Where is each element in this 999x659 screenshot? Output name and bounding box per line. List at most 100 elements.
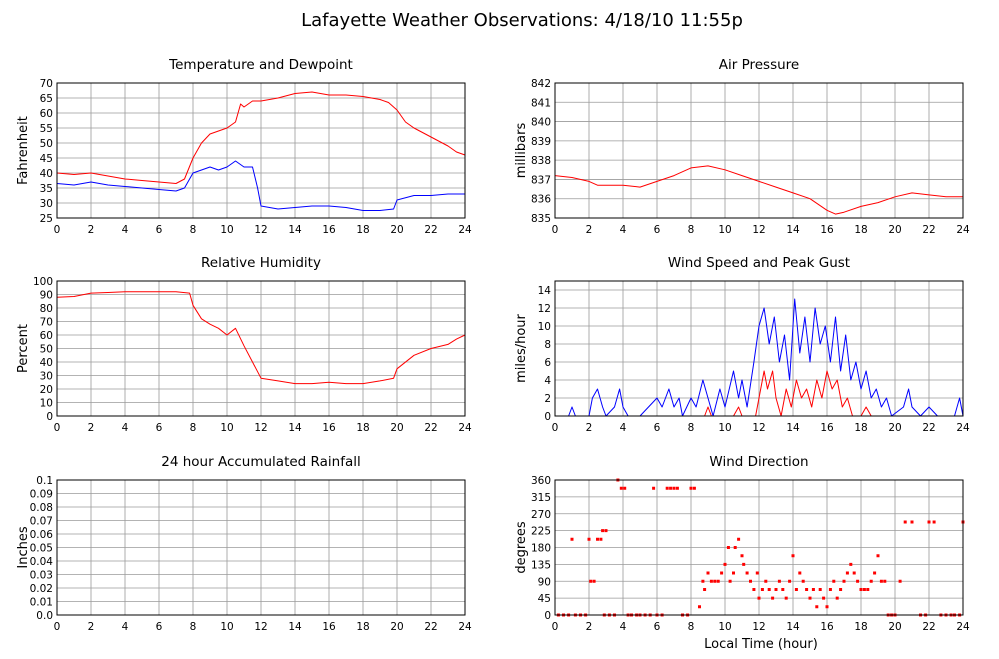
y-tick-label: 4 bbox=[544, 375, 551, 387]
x-tick-label: 0 bbox=[54, 224, 61, 236]
y-tick-label: 837 bbox=[531, 174, 551, 186]
x-tick-label: 24 bbox=[458, 224, 472, 236]
scatter-point bbox=[733, 546, 737, 549]
scatter-point bbox=[842, 579, 846, 583]
x-tick-label: 4 bbox=[620, 224, 627, 236]
x-tick-label: 0 bbox=[54, 621, 61, 633]
scatter-point bbox=[728, 579, 732, 583]
y-axis-label: miles/hour bbox=[514, 313, 529, 382]
x-tick-label: 22 bbox=[424, 422, 437, 434]
scatter-point bbox=[801, 579, 805, 583]
scatter-point bbox=[706, 571, 710, 575]
scatter-point bbox=[781, 588, 785, 591]
scatter-point bbox=[716, 579, 720, 583]
x-tick-label: 16 bbox=[820, 621, 834, 633]
y-axis-label: degrees bbox=[514, 521, 529, 574]
series-line-1 bbox=[56, 160, 465, 211]
x-tick-label: 10 bbox=[718, 422, 731, 434]
series-line-1 bbox=[555, 370, 963, 417]
y-tick-label: 0 bbox=[544, 610, 551, 622]
scatter-point bbox=[720, 571, 724, 575]
x-tick-label: 8 bbox=[190, 422, 197, 434]
x-tick-label: 6 bbox=[654, 621, 661, 633]
x-tick-label: 12 bbox=[254, 621, 267, 633]
series-line-0 bbox=[554, 165, 963, 215]
x-tick-label: 24 bbox=[956, 422, 970, 434]
x-tick-label: 8 bbox=[688, 422, 695, 434]
x-tick-label: 8 bbox=[688, 621, 695, 633]
y-axis-label: Percent bbox=[16, 324, 31, 373]
scatter-point bbox=[835, 596, 839, 600]
scatter-point bbox=[740, 554, 744, 558]
x-tick-label: 10 bbox=[718, 224, 731, 236]
scatter-point bbox=[764, 579, 768, 583]
scatter-point bbox=[788, 579, 792, 583]
x-tick-label: 4 bbox=[620, 621, 627, 633]
scatter-point bbox=[849, 562, 853, 566]
x-tick-label: 16 bbox=[820, 422, 834, 434]
x-tick-label: 22 bbox=[922, 422, 935, 434]
scatter-point bbox=[587, 537, 591, 541]
scatter-point bbox=[879, 579, 883, 583]
scatter-point bbox=[732, 571, 735, 575]
scatter-point bbox=[866, 588, 870, 591]
scatter-point bbox=[599, 537, 603, 541]
y-axis-label: Fahrenheit bbox=[16, 116, 31, 185]
scatter-point bbox=[726, 546, 730, 549]
y-tick-label: 12 bbox=[538, 303, 551, 315]
y-tick-label: 835 bbox=[531, 213, 551, 225]
y-tick-label: 180 bbox=[531, 543, 551, 555]
y-tick-label: 8 bbox=[544, 339, 551, 351]
scatter-point bbox=[675, 486, 679, 490]
page-title: Lafayette Weather Observations: 4/18/10 … bbox=[301, 10, 743, 31]
scatter-point bbox=[589, 579, 593, 583]
y-tick-label: 0.0 bbox=[36, 610, 53, 622]
y-tick-label: 65 bbox=[40, 93, 53, 105]
scatter-point bbox=[862, 588, 866, 591]
x-tick-label: 6 bbox=[156, 422, 163, 434]
scatter-point bbox=[623, 486, 627, 490]
y-tick-label: 360 bbox=[531, 475, 551, 487]
x-tick-label: 22 bbox=[424, 621, 437, 633]
y-tick-label: 14 bbox=[538, 285, 552, 297]
y-tick-label: 40 bbox=[40, 168, 53, 180]
scatter-point bbox=[672, 486, 676, 490]
x-tick-label: 6 bbox=[654, 422, 661, 434]
scatter-point bbox=[798, 571, 802, 575]
y-tick-label: 270 bbox=[531, 509, 551, 521]
scatter-point bbox=[713, 579, 717, 583]
scatter-point bbox=[811, 588, 815, 591]
y-tick-label: 60 bbox=[40, 108, 53, 120]
scatter-point bbox=[723, 562, 727, 566]
x-axis-label: Local Time (hour) bbox=[704, 637, 818, 652]
scatter-point bbox=[794, 588, 798, 591]
scatter-point bbox=[883, 579, 887, 583]
scatter-point bbox=[742, 562, 746, 566]
x-tick-label: 14 bbox=[786, 224, 800, 236]
x-tick-label: 6 bbox=[156, 621, 163, 633]
y-tick-label: 0.05 bbox=[30, 543, 53, 555]
scatter-point bbox=[755, 571, 759, 575]
scatter-point bbox=[619, 486, 623, 490]
x-tick-label: 6 bbox=[654, 224, 661, 236]
scatter-point bbox=[665, 486, 669, 490]
y-tick-label: 842 bbox=[531, 78, 551, 90]
x-tick-label: 14 bbox=[288, 422, 302, 434]
y-tick-label: 0.1 bbox=[36, 475, 53, 487]
y-tick-label: 840 bbox=[531, 117, 551, 129]
x-tick-label: 18 bbox=[854, 422, 867, 434]
x-tick-label: 18 bbox=[854, 621, 867, 633]
x-tick-label: 0 bbox=[552, 422, 559, 434]
y-tick-label: 836 bbox=[531, 194, 551, 206]
series-line-0 bbox=[555, 298, 964, 417]
x-tick-label: 18 bbox=[356, 224, 369, 236]
x-tick-label: 18 bbox=[854, 224, 867, 236]
scatter-point bbox=[698, 605, 701, 609]
y-tick-label: 25 bbox=[40, 213, 53, 225]
x-tick-label: 10 bbox=[220, 621, 233, 633]
scatter-point bbox=[596, 537, 599, 541]
